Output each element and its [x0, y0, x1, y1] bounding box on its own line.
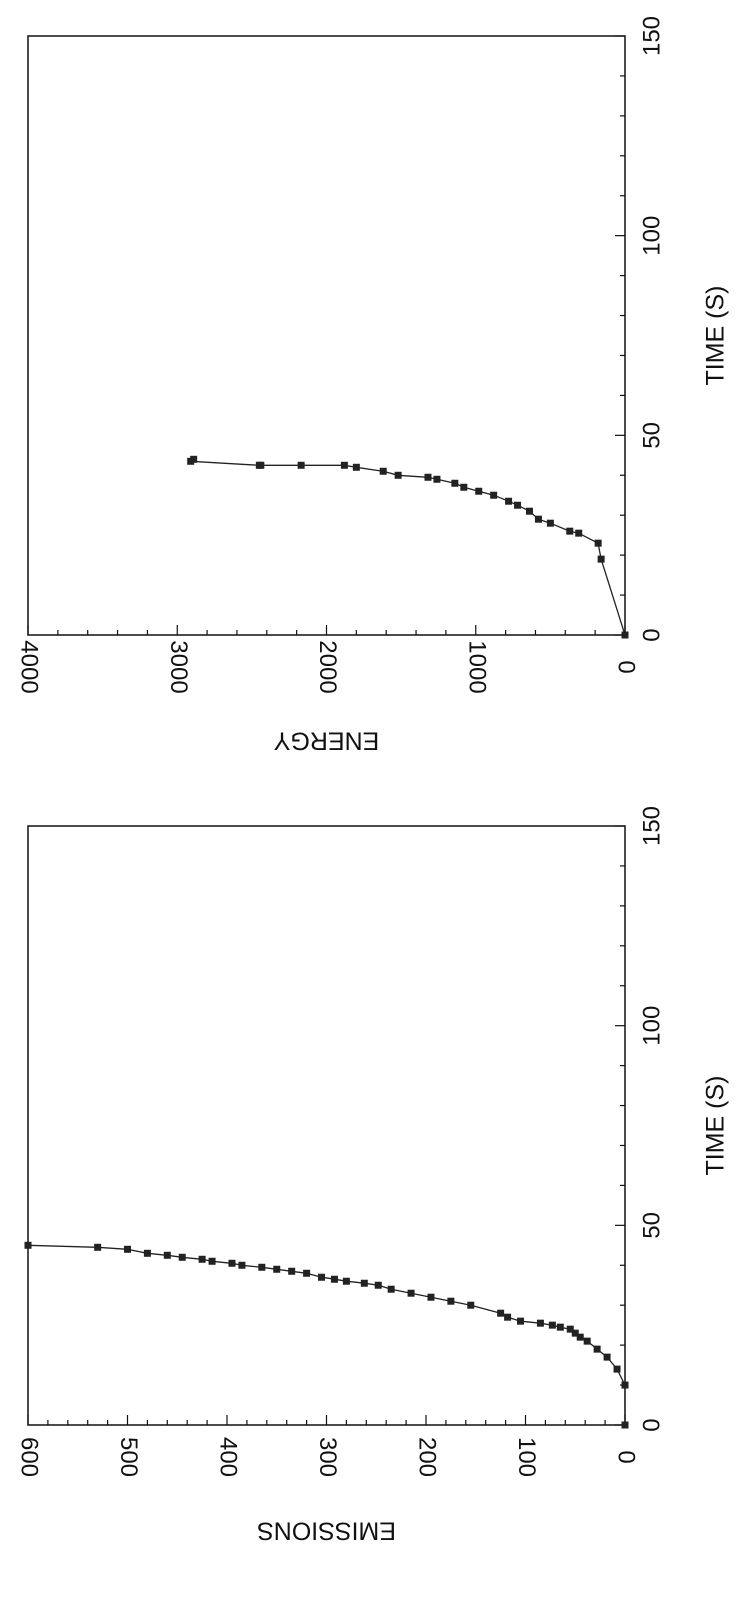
energy-data-point [340, 461, 348, 469]
emissions-time-tick-label: 50 [638, 1212, 665, 1239]
emissions-data-point [360, 1279, 368, 1287]
emissions-data-point [178, 1253, 186, 1261]
emissions-data-point [566, 1325, 574, 1333]
emissions-x-axis-title: TIME (S) [702, 1076, 730, 1176]
emissions-data-point [342, 1277, 350, 1285]
emissions-data-point [387, 1285, 395, 1293]
emissions-data-point [24, 1241, 32, 1249]
energy-data-point [566, 527, 574, 535]
energy-data-point [379, 467, 387, 475]
emissions-data-point [163, 1251, 171, 1259]
emissions-series-line [28, 1244, 625, 1425]
emissions-data-point [621, 1381, 629, 1389]
emissions-data-point [94, 1243, 102, 1251]
energy-time-tick-label: 50 [638, 422, 665, 449]
energy-x-axis-title: TIME (S) [702, 286, 730, 386]
energy-value-tick-label: 3000 [165, 640, 192, 693]
energy-data-point [255, 461, 263, 469]
emissions-data-point [613, 1365, 621, 1373]
energy-data-point [546, 519, 554, 527]
emissions-time-tick-label: 0 [638, 1418, 665, 1431]
emissions-data-point [143, 1249, 151, 1257]
emissions-data-point [208, 1257, 216, 1265]
emissions-data-point [407, 1289, 415, 1297]
emissions-panel: 0 50 100 150 0 100 200 300 400 500 600 TIME (S) EMIS… [16, 806, 730, 1544]
emissions-value-tick-label: 100 [513, 1437, 540, 1477]
emissions-data-point [593, 1345, 601, 1353]
energy-time-tick-label: 150 [638, 16, 665, 56]
energy-data-point [621, 631, 629, 639]
energy-data-point [190, 455, 198, 463]
energy-data-point [297, 461, 305, 469]
emissions-data-point [427, 1293, 435, 1301]
energy-value-tick-label: 2000 [314, 640, 341, 693]
emissions-plot-frame [27, 825, 626, 1426]
emissions-data-point [303, 1269, 311, 1277]
energy-data-point [433, 475, 441, 483]
energy-plot-frame [27, 35, 626, 636]
emissions-data-point [124, 1245, 131, 1253]
energy-y-axis-title: ENERGY [273, 726, 379, 754]
emissions-data-point [603, 1353, 611, 1361]
energy-value-tick-label: 4000 [16, 640, 43, 693]
energy-data-point [394, 471, 402, 479]
energy-time-tick-label: 100 [638, 216, 665, 256]
energy-time-tick-label: 0 [638, 628, 665, 641]
energy-series-line [188, 458, 625, 635]
energy-panel: 0 50 100 150 0 1000 2000 3000 4000 TIME (S) ENERGY [16, 16, 730, 754]
energy-data-point [475, 487, 483, 495]
emissions-data-point [288, 1267, 296, 1275]
emissions-data-point [504, 1313, 512, 1321]
emissions-data-point [556, 1323, 564, 1331]
emissions-data-point [576, 1333, 584, 1341]
emissions-data-point [536, 1319, 544, 1327]
emissions-data-point [621, 1421, 629, 1429]
energy-data-point [534, 515, 542, 523]
emissions-value-tick-label: 0 [613, 1450, 640, 1463]
emissions-data-point [497, 1309, 505, 1317]
emissions-data-point [198, 1255, 206, 1263]
energy-data-point [505, 497, 513, 505]
emissions-data-point [258, 1263, 266, 1271]
emissions-data-point [330, 1275, 338, 1283]
energy-value-tick-label: 0 [613, 660, 640, 673]
energy-data-point [514, 501, 522, 509]
emissions-data-point [374, 1281, 382, 1289]
emissions-data-point [583, 1337, 591, 1345]
energy-data-point [525, 507, 533, 515]
emissions-y-axis-title: EMISSIONS [257, 1516, 396, 1544]
emissions-data-point [548, 1321, 556, 1329]
emissions-data-point [228, 1259, 236, 1267]
energy-data-point [575, 529, 583, 537]
emissions-value-tick-label: 400 [215, 1437, 242, 1477]
emissions-time-tick-label: 150 [638, 806, 665, 846]
energy-value-tick-label: 1000 [463, 640, 490, 693]
emissions-time-tick-label: 100 [638, 1006, 665, 1046]
energy-data-point [597, 555, 605, 563]
energy-data-point [424, 473, 432, 481]
energy-data-point [490, 491, 498, 499]
energy-data-point [451, 479, 459, 487]
emissions-data-point [517, 1317, 525, 1325]
emissions-data-point [447, 1297, 455, 1305]
energy-data-point [352, 463, 360, 471]
emissions-data-point [571, 1329, 579, 1337]
energy-data-point [594, 539, 602, 547]
emissions-value-tick-label: 600 [16, 1437, 43, 1477]
emissions-value-tick-label: 300 [314, 1437, 341, 1477]
emissions-data-point [273, 1265, 281, 1273]
emissions-value-tick-label: 500 [115, 1437, 142, 1477]
emissions-data-point [467, 1301, 475, 1309]
energy-data-point [460, 483, 468, 491]
emissions-data-point [318, 1273, 326, 1281]
emissions-value-tick-label: 200 [414, 1437, 441, 1477]
emissions-data-point [238, 1261, 246, 1269]
